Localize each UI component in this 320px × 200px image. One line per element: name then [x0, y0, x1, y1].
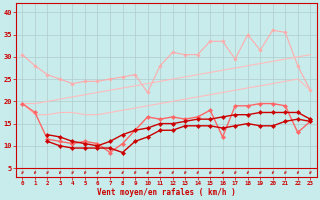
X-axis label: Vent moyen/en rafales ( km/h ): Vent moyen/en rafales ( km/h ): [97, 188, 236, 197]
